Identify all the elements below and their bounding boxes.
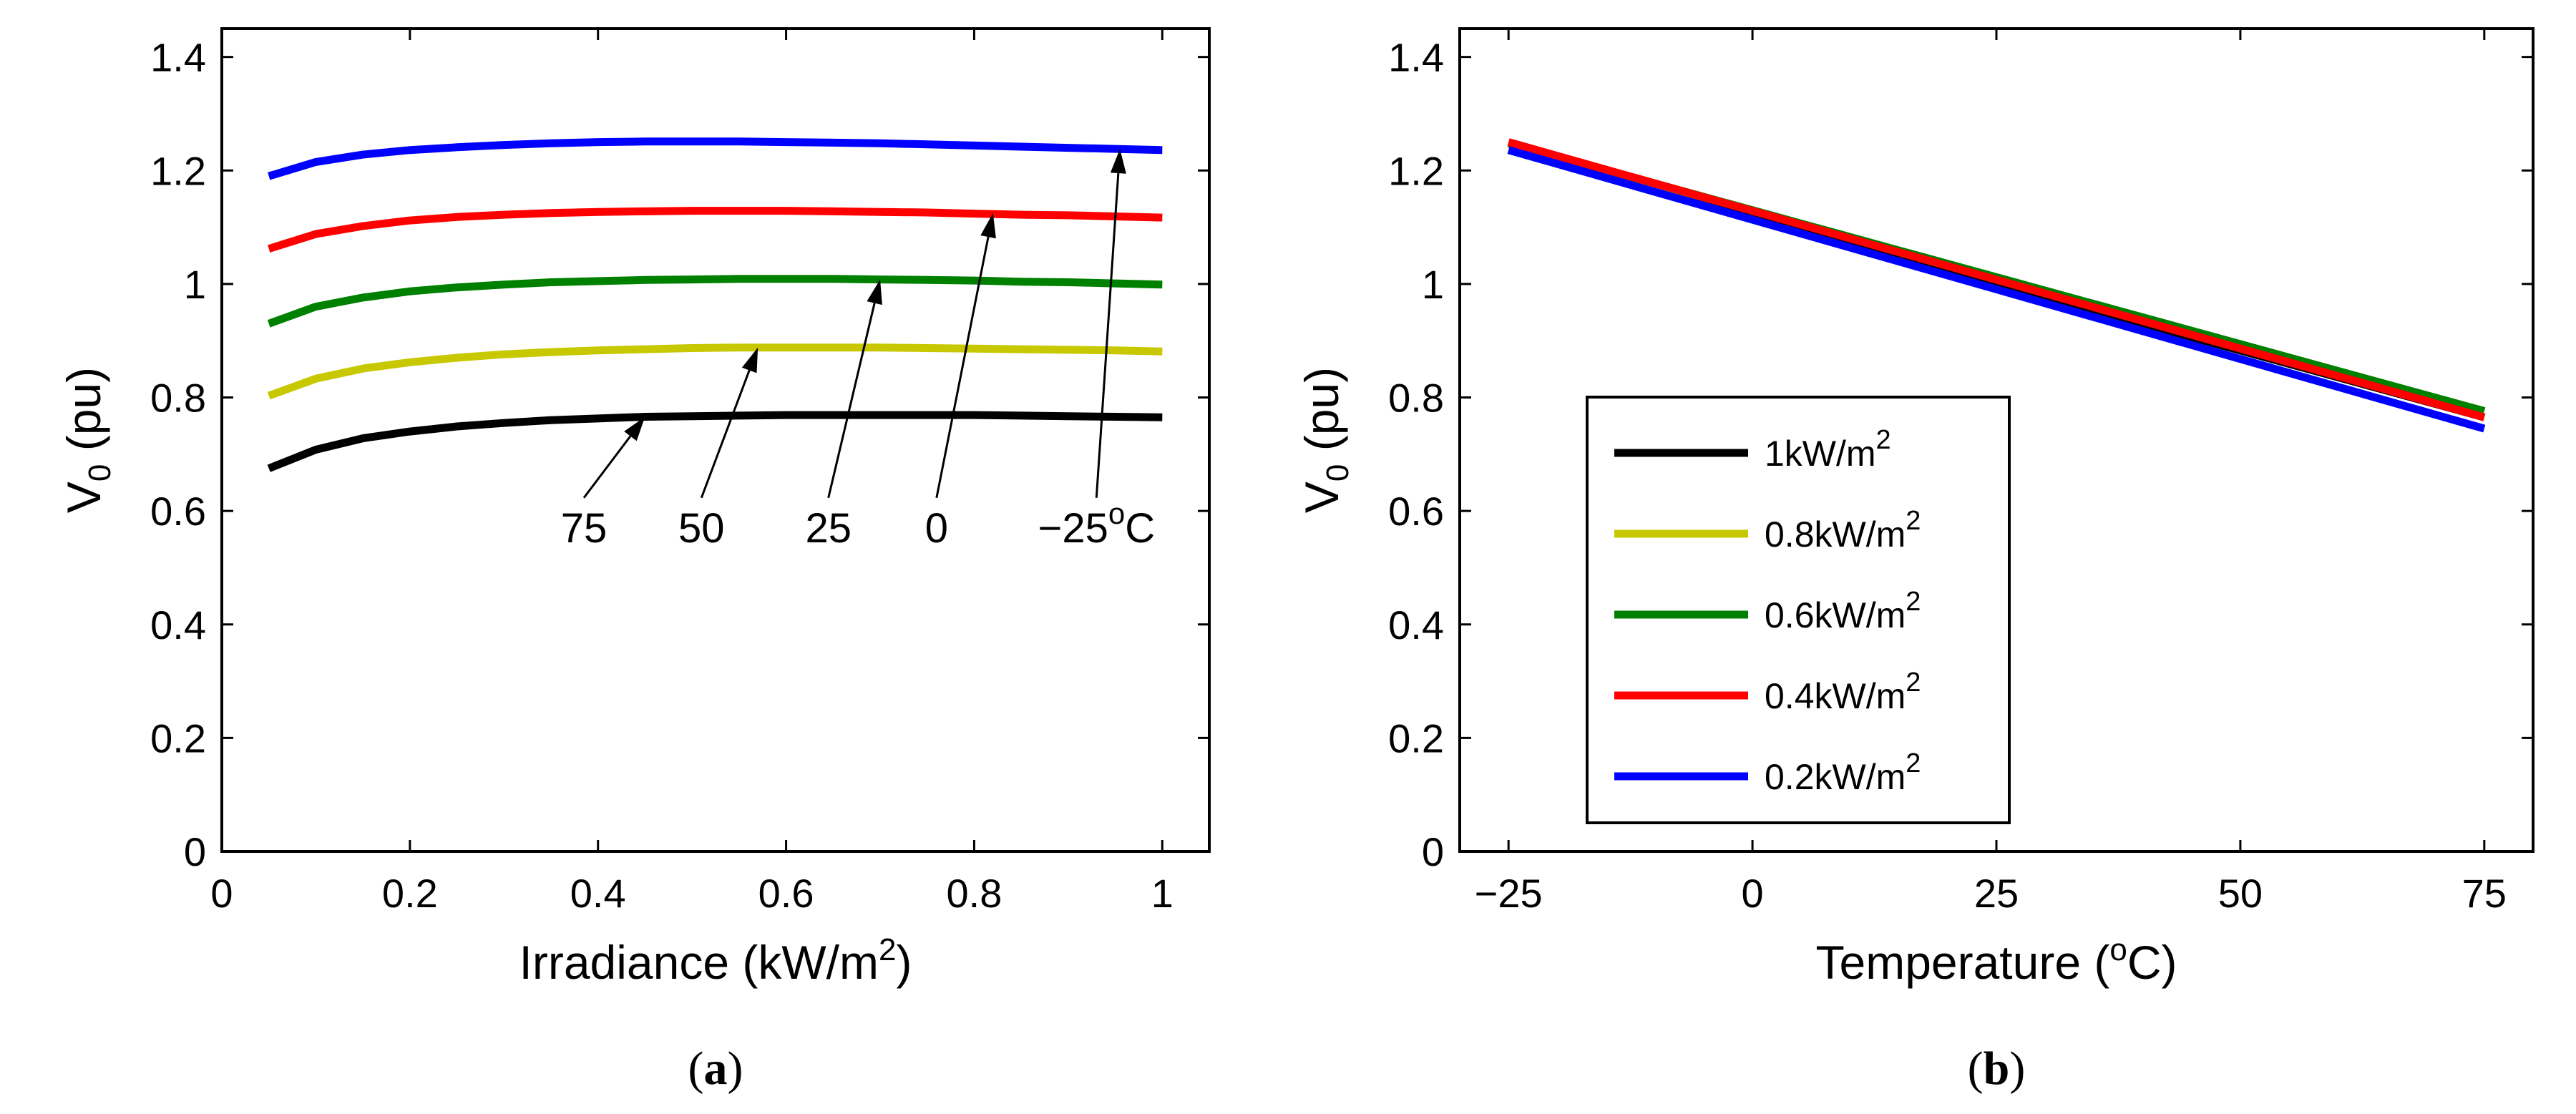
annotation-label: 75 [561, 505, 608, 552]
y-tick-label: 1.4 [150, 35, 206, 80]
y-axis-label: V0 (pu) [57, 367, 117, 513]
y-tick-label: 0.6 [150, 489, 206, 534]
y-tick-label: 0.2 [1388, 715, 1444, 761]
y-tick-label: 0.2 [150, 715, 206, 761]
x-tick-label: 25 [1974, 871, 2019, 916]
x-tick-label: 0.6 [758, 871, 814, 916]
series-line-1 [268, 207, 1163, 253]
panel-a: 0 0.2 0.4 0.6 0.8 1 1.2 1.4 0 0.2 0.4 0.6 0.8 1 Irradi… [57, 27, 1211, 1095]
x-axis-label: Irradiance (kW/m2) [519, 932, 912, 989]
series-line-4 [267, 411, 1163, 472]
arrow-head [624, 416, 645, 441]
legend-label: 0.8kW/m2 [1765, 506, 1921, 554]
x-tick-label: 0.8 [946, 871, 1002, 916]
x-tick-label: −25 [1475, 871, 1543, 916]
x-tick-label: 0.4 [570, 871, 626, 916]
arrow-head [867, 279, 882, 306]
x-tick-label: 1 [1151, 871, 1174, 916]
series-line-0 [268, 137, 1163, 180]
legend-label: 0.4kW/m2 [1765, 668, 1921, 716]
y-tick-label: 0.4 [1388, 602, 1444, 648]
y-tick-label: 1.2 [150, 148, 206, 193]
x-tick-label: 0.2 [382, 871, 438, 916]
y-tick-label: 0.4 [150, 602, 206, 648]
y-tick-label: 1.2 [1388, 148, 1444, 193]
x-tick-label: 0 [210, 871, 233, 916]
y-tick-label: 0.8 [1388, 376, 1444, 421]
legend-label: 0.6kW/m2 [1765, 587, 1921, 635]
legend-label: 0.2kW/m2 [1765, 748, 1921, 797]
legend-label: 1kW/m2 [1765, 425, 1891, 474]
y-tick-label: 1 [1422, 262, 1444, 307]
annotation-label: 0 [925, 505, 948, 552]
panel-b: 0 0.2 0.4 0.6 0.8 1 1.2 1.4 −25 0 25 50 75 Temperatur… [1295, 27, 2534, 1095]
panel-label: (a) [688, 1042, 743, 1095]
y-tick-label: 1.4 [1388, 35, 1444, 80]
annotation-arrow [582, 435, 632, 499]
y-tick-label: 0.8 [150, 376, 206, 421]
y-tick-label: 0.6 [1388, 489, 1444, 534]
y-axis-label: V0 (pu) [1295, 367, 1355, 513]
series-line-3 [1507, 138, 2486, 421]
annotation-arrow [700, 370, 751, 499]
annotation-arrow [935, 236, 990, 499]
annotation-arrow [1095, 172, 1120, 498]
y-tick-label: 0 [1422, 829, 1444, 874]
panel-label: (b) [1968, 1042, 2026, 1095]
annotation-label: 50 [678, 505, 725, 552]
y-tick-label: 0 [184, 829, 206, 874]
series-line-3 [267, 343, 1163, 400]
annotation-label: −25oC [1038, 497, 1155, 552]
y-tick-label: 1 [184, 262, 206, 307]
x-axis-label: Temperature (oC) [1816, 932, 2177, 989]
series-line-2 [267, 275, 1163, 328]
arrow-head [980, 212, 996, 239]
arrow-head [1110, 149, 1126, 174]
axes-frame [220, 27, 1211, 853]
annotation-arrow [827, 303, 876, 499]
legend-box [1586, 396, 2011, 824]
arrow-head [741, 347, 758, 373]
annotation-label: 25 [805, 505, 852, 552]
x-tick-label: 75 [2462, 871, 2507, 916]
x-tick-label: 0 [1742, 871, 1764, 916]
series-line-4 [1507, 146, 2486, 433]
x-tick-label: 50 [2218, 871, 2263, 916]
